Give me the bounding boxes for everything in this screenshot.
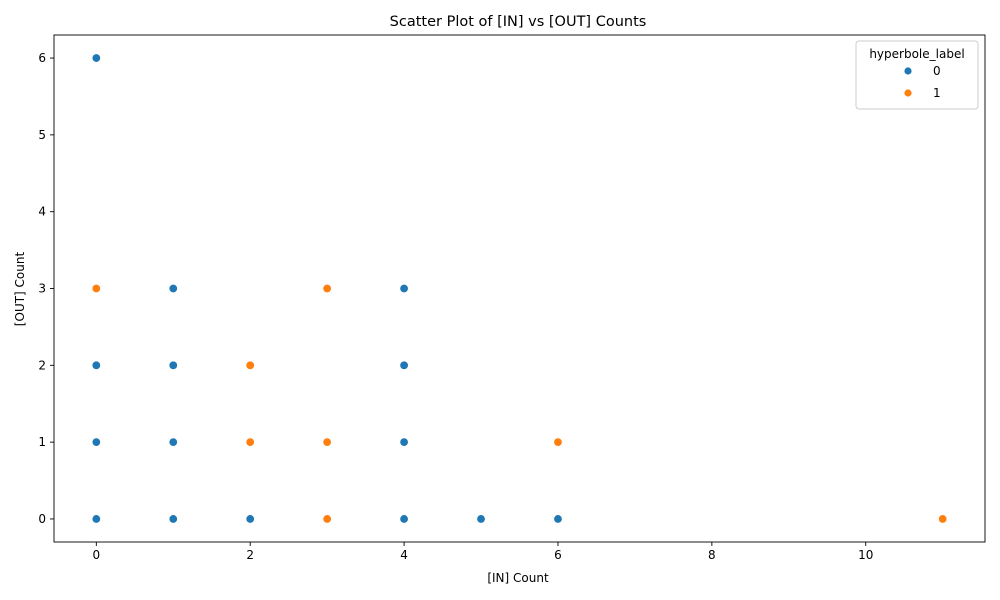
data-point-series-0-13	[476, 514, 486, 524]
data-point-series-1-1	[245, 360, 255, 370]
x-tick-label-4: 4	[400, 548, 408, 562]
y-tick-label-5: 5	[38, 128, 46, 142]
data-point-series-0-4	[168, 283, 178, 293]
y-tick-label-1: 1	[38, 435, 46, 449]
data-point-series-0-9	[399, 283, 409, 293]
data-point-series-0-11	[399, 437, 409, 447]
legend-marker-0	[904, 67, 912, 75]
legend: hyperbole_label 0 1	[855, 40, 979, 110]
x-tick-label-0: 0	[92, 548, 100, 562]
legend-marker-1	[904, 89, 912, 97]
y-tick-label-4: 4	[38, 205, 46, 219]
legend-title: hyperbole_label	[869, 47, 964, 61]
x-tick-label-10: 10	[858, 548, 873, 562]
data-point-series-0-10	[399, 360, 409, 370]
data-point-series-0-12	[399, 514, 409, 524]
x-tick-label-2: 2	[246, 548, 254, 562]
x-tick-label-8: 8	[708, 548, 716, 562]
y-tick-label-3: 3	[38, 282, 46, 296]
data-point-series-1-5	[322, 514, 332, 524]
data-point-series-0-6	[168, 437, 178, 447]
y-axis-label: [OUT] Count	[13, 252, 27, 327]
data-point-series-0-0	[91, 53, 101, 63]
y-tick-label-0: 0	[38, 512, 46, 526]
data-point-series-0-1	[91, 360, 101, 370]
chart-title: Scatter Plot of [IN] vs [OUT] Counts	[390, 14, 647, 30]
x-tick-label-6: 6	[554, 548, 562, 562]
data-point-series-1-2	[245, 437, 255, 447]
data-point-series-0-14	[553, 514, 563, 524]
y-tick-label-6: 6	[38, 51, 46, 65]
data-point-series-0-8	[245, 514, 255, 524]
x-axis-label: [IN] Count	[487, 571, 549, 585]
data-point-series-0-7	[168, 514, 178, 524]
legend-box	[855, 40, 979, 110]
legend-label-0: 0	[933, 64, 941, 78]
data-point-series-1-4	[322, 437, 332, 447]
data-point-series-1-3	[322, 283, 332, 293]
data-point-series-0-3	[91, 514, 101, 524]
legend-label-1: 1	[933, 86, 941, 100]
data-point-series-1-0	[91, 283, 101, 293]
data-point-series-0-2	[91, 437, 101, 447]
data-point-series-1-7	[938, 514, 948, 524]
y-tick-label-2: 2	[38, 358, 46, 372]
data-point-series-1-6	[553, 437, 563, 447]
data-point-series-0-5	[168, 360, 178, 370]
plot-frame	[53, 34, 986, 543]
